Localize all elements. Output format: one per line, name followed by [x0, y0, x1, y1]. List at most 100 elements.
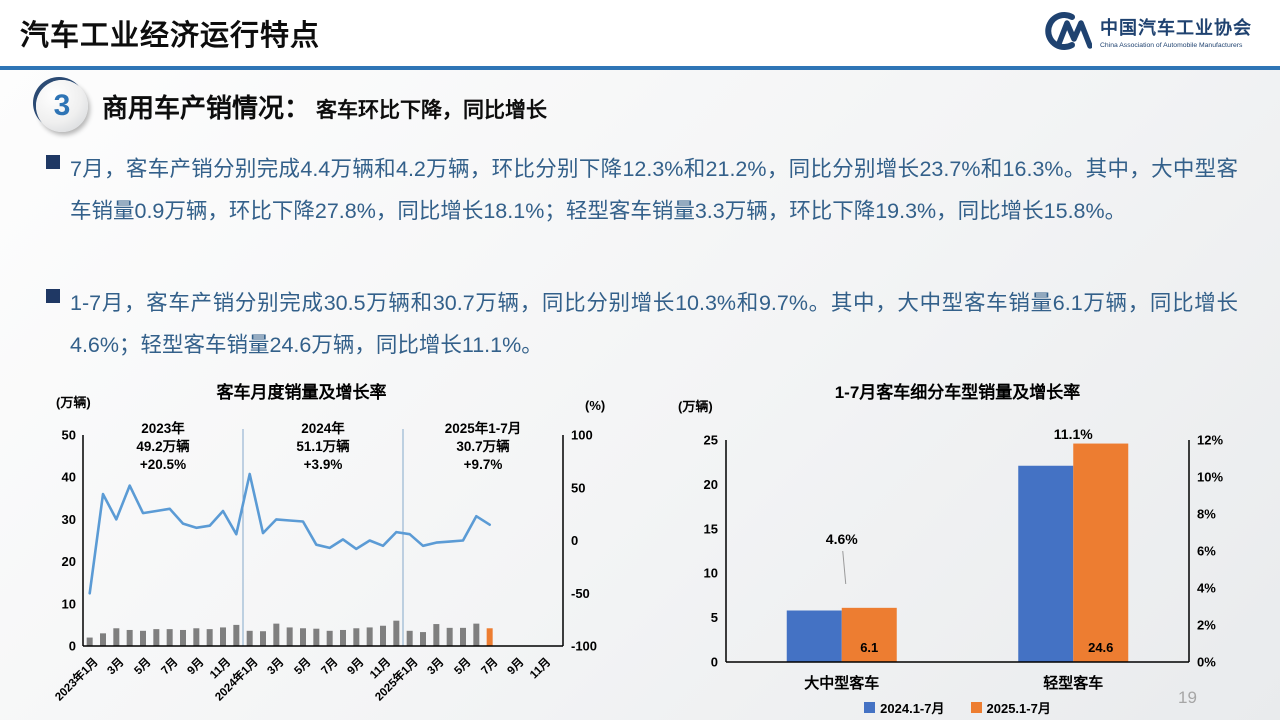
monthly-sales-bar: [206, 629, 213, 646]
left-axis-tick: 20: [62, 554, 76, 569]
monthly-sales-bar: [406, 630, 413, 646]
left-axis-tick: 0: [69, 639, 76, 654]
bar-2024: [1018, 465, 1074, 662]
monthly-sales-bar: [366, 627, 373, 646]
monthly-sales-bar: [486, 628, 493, 646]
monthly-sales-bar: [340, 629, 346, 646]
logo-cm-icon: [1045, 12, 1092, 50]
growth-label: 4.6%: [825, 531, 858, 547]
year-annotation: 2025年1-7月 30.7万辆 +9.7%: [444, 421, 522, 472]
left-axis-tick: 50: [62, 428, 76, 443]
monthly-sales-bar: [300, 628, 306, 646]
section-heading: 商用车产销情况：: [102, 92, 311, 123]
monthly-sales-bar: [326, 630, 333, 646]
monthly-sales-bar: [420, 632, 426, 646]
monthly-sales-bar: [233, 624, 240, 646]
left-axis-unit: (万辆): [678, 399, 713, 414]
monthly-sales-bar: [393, 620, 400, 646]
page-number: 19: [1178, 688, 1197, 707]
legend-label: 2025.1-7月: [986, 701, 1051, 716]
monthly-sales-bar: [473, 623, 480, 646]
legend-item: 2025.1-7月: [970, 698, 1051, 717]
section-number: 3: [53, 89, 71, 122]
header-divider: [0, 66, 1280, 70]
right-axis-unit: (%): [585, 398, 606, 413]
logo-org-cn: 中国汽车工业协会: [1100, 17, 1252, 38]
year-annotation: 2024年 51.1万辆 +3.9%: [296, 421, 350, 472]
monthly-sales-bar: [180, 629, 186, 646]
left-axis-tick: 40: [62, 470, 76, 485]
monthly-sales-bar: [113, 628, 120, 646]
monthly-sales-bar: [166, 629, 173, 646]
monthly-sales-bar: [286, 627, 293, 646]
monthly-sales-bar: [86, 637, 93, 646]
legend-label: 2024.1-7月: [880, 701, 945, 716]
right-axis-tick: 6%: [1197, 544, 1216, 559]
bar-2025: [1073, 443, 1129, 662]
category-label: 大中型客车: [804, 675, 880, 692]
chart-title: 客车月度销量及增长率: [216, 383, 387, 402]
right-axis-tick: -50: [571, 586, 590, 601]
section-subheading: 客车环比下降，同比增长: [316, 98, 548, 122]
monthly-sales-bar: [100, 633, 106, 646]
right-axis-tick: 10%: [1197, 470, 1223, 485]
bar-value-label: 6.1: [860, 640, 878, 655]
monthly-sales-bar: [380, 625, 386, 646]
chart-title: 1-7月客车细分车型销量及增长率: [834, 383, 1081, 402]
monthly-sales-bar: [273, 623, 280, 646]
right-axis-tick: -100: [571, 639, 597, 654]
monthly-sales-bar: [193, 628, 200, 646]
header: 汽车工业经济运行特点 中国汽车工业协会 China Association of…: [0, 0, 1280, 66]
monthly-sales-bar: [260, 631, 266, 646]
combo-chart-canvas: 0 10 20 30 40 50 -100 -50 0 50 100: [62, 428, 598, 654]
left-axis-unit: (万辆): [56, 395, 91, 410]
right-axis-tick: 0: [571, 533, 578, 548]
grouped-chart-canvas: 6.1 24.6 0 5 10 15 20 25 0% 2% 4% 6% 8% 10% 12%: [704, 433, 1224, 670]
page-title: 汽车工业经济运行特点: [20, 20, 321, 52]
left-axis-tick: 15: [704, 521, 718, 536]
right-axis-tick: 4%: [1197, 581, 1216, 596]
monthly-sales-growth-chart: 客车月度销量及增长率 (万辆) (%) 0 10 20 30 40 50 -100 -50 0 5…: [40, 376, 640, 720]
bullet-text: 7月，客车产销分别完成4.4万辆和4.2万辆，环比分别下降12.3%和21.2%…: [70, 157, 1238, 223]
bullet-text: 1-7月，客车产销分别完成30.5万辆和30.7万辆，同比分别增长10.3%和9…: [70, 291, 1238, 357]
monthly-sales-bar: [433, 624, 440, 646]
right-axis-tick: 8%: [1197, 507, 1216, 522]
right-axis-tick: 50: [571, 480, 585, 495]
section-number-badge: 3: [36, 80, 88, 132]
section-headings: 商用车产销情况： 客车环比下降，同比增长: [102, 88, 547, 125]
logo-org-en: China Association of Automobile Manufact…: [1100, 41, 1243, 49]
monthly-sales-bar: [220, 627, 226, 646]
bar-2024: [786, 610, 842, 662]
monthly-sales-bar: [460, 627, 466, 646]
right-axis-tick: 0%: [1197, 655, 1216, 670]
bullet-square-icon: [46, 289, 60, 303]
left-axis-tick: 20: [704, 477, 718, 492]
left-axis-tick: 0: [711, 655, 718, 670]
left-axis-tick: 10: [704, 566, 718, 581]
segment-sales-growth-chart: 1-7月客车细分车型销量及增长率 (万辆) 6.1 24.6 0 5 10 15 20 25 0…: [660, 376, 1240, 720]
monthly-sales-bar: [246, 630, 253, 646]
left-axis-tick: 25: [704, 433, 718, 448]
bar-2025: [841, 607, 897, 662]
bullet-item-2: 1-7月，客车产销分别完成30.5万辆和30.7万辆，同比分别增长10.3%和9…: [46, 282, 1238, 366]
monthly-sales-bar: [353, 628, 360, 646]
bar-value-label: 24.6: [1088, 640, 1113, 655]
monthly-sales-bar: [446, 627, 453, 646]
bullet-square-icon: [46, 155, 60, 169]
growth-rate-line: [88, 472, 492, 595]
logo-text: 中国汽车工业协会 China Association of Automobile…: [1100, 14, 1252, 49]
right-axis-tick: 2%: [1197, 618, 1216, 633]
legend-item: 2024.1-7月: [864, 698, 945, 717]
monthly-sales-bar: [313, 628, 320, 646]
logo: 中国汽车工业协会 China Association of Automobile…: [1034, 10, 1252, 52]
left-axis-tick: 30: [62, 512, 76, 527]
right-axis-tick: 12%: [1197, 433, 1223, 448]
bullet-item-1: 7月，客车产销分别完成4.4万辆和4.2万辆，环比分别下降12.3%和21.2%…: [46, 148, 1238, 232]
leader-line: [842, 550, 847, 585]
category-label: 轻型客车: [1043, 675, 1104, 692]
growth-label: 11.1%: [1053, 426, 1093, 442]
monthly-sales-bar: [153, 629, 160, 646]
section-heading-row: 3 商用车产销情况： 客车环比下降，同比增长: [36, 80, 547, 132]
year-annotation: 2023年 49.2万辆 +20.5%: [136, 421, 190, 472]
